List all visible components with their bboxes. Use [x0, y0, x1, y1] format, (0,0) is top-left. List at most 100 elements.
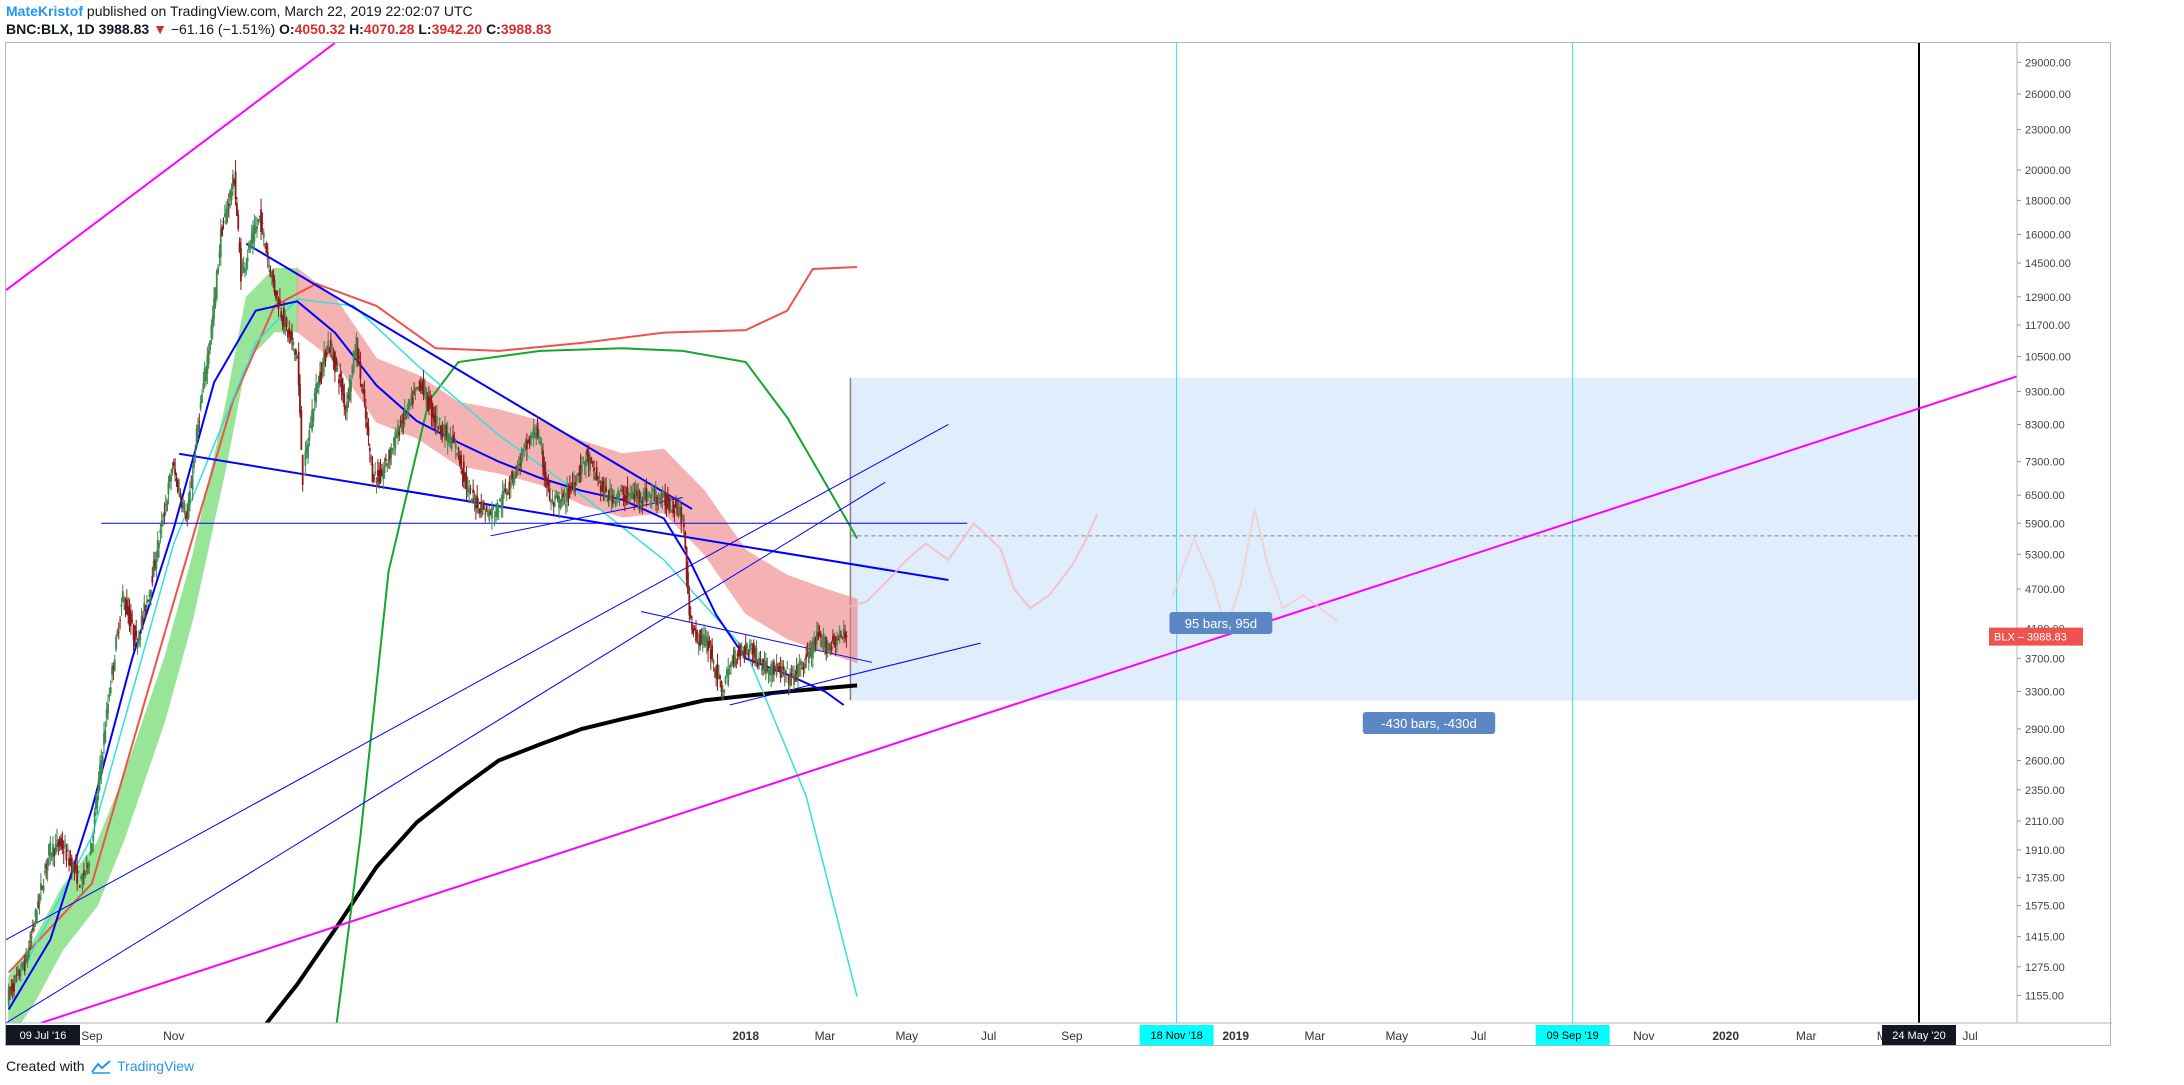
candle-body	[845, 634, 848, 638]
candle-body	[774, 669, 777, 671]
candle-body	[656, 496, 658, 506]
candle-body	[770, 664, 773, 676]
candle-body	[33, 924, 36, 928]
ichimoku-cloud-green	[8, 268, 298, 1023]
candle-body	[470, 498, 473, 504]
candle-body	[603, 485, 606, 498]
candle-body	[252, 228, 254, 244]
candle-body	[352, 351, 355, 373]
candle-body	[139, 634, 142, 641]
time-tick-label: 2019	[1222, 1029, 1249, 1043]
candle-body	[645, 487, 648, 501]
time-tick-label: May	[895, 1029, 918, 1043]
candle-body	[593, 467, 595, 472]
candle-body	[583, 460, 586, 465]
candle-body	[409, 402, 411, 405]
candle-body	[723, 689, 726, 693]
candle-body	[205, 370, 207, 382]
candle-body	[766, 668, 769, 671]
price-tick-label: 1155.00	[2025, 990, 2064, 1002]
candle-body	[630, 493, 633, 499]
candle-body	[423, 385, 426, 390]
author-link[interactable]: MateKristof	[6, 3, 84, 19]
candle-body	[668, 497, 671, 511]
candle-body	[523, 445, 526, 447]
candle-body	[709, 649, 712, 660]
candle-body	[492, 507, 495, 509]
candle-body	[419, 382, 422, 391]
candle-body	[472, 489, 475, 493]
candle-body	[219, 228, 222, 257]
candle-body	[135, 630, 138, 637]
candle-body	[840, 635, 842, 637]
candle-body	[86, 864, 89, 868]
candle-body	[539, 440, 542, 444]
candle-body	[393, 437, 395, 446]
candle-body	[803, 663, 806, 669]
candle-body	[291, 331, 293, 341]
candle-body	[546, 482, 548, 487]
candle-body	[213, 298, 215, 319]
price-tick-label: 2110.00	[2025, 816, 2064, 828]
candle-body	[822, 636, 825, 645]
trendline-0	[6, 43, 336, 291]
candle-body	[84, 871, 87, 877]
candle-body	[520, 452, 523, 464]
candle-body	[606, 498, 609, 503]
candle-body	[841, 636, 844, 639]
ichimoku-cloud-red	[296, 267, 858, 664]
candle-body	[503, 491, 505, 493]
candle-body	[217, 267, 220, 274]
candle-body	[355, 337, 358, 356]
candle-body	[712, 660, 715, 664]
candle-body	[107, 703, 109, 714]
candle-body	[348, 379, 351, 401]
candle-body	[209, 340, 211, 351]
candle-body	[708, 640, 711, 645]
chart-pane[interactable]: 95 bars, 95d -430 bars, -430d 29000.00 2600…	[5, 42, 2112, 1047]
candle-body	[838, 630, 841, 639]
candle-body	[724, 676, 727, 684]
price-tick-label: 3700.00	[2025, 653, 2065, 665]
price-tick-label: 1575.00	[2025, 901, 2065, 913]
candle-body	[360, 384, 363, 387]
candle-body	[92, 835, 95, 842]
date-tag: 09 Sep '19	[1547, 1030, 1599, 1042]
candle-body	[362, 389, 364, 394]
chart-canvas[interactable]: 95 bars, 95d -430 bars, -430d 29000.00 2600…	[6, 43, 2112, 1047]
candle-body	[721, 694, 724, 697]
tradingview-brand[interactable]: TradingView	[117, 1058, 195, 1074]
candle-body	[640, 500, 642, 502]
price-tick-label: 8300.00	[2025, 419, 2065, 431]
candle-body	[112, 665, 115, 670]
candle-body	[817, 632, 820, 640]
candle-body	[576, 473, 579, 476]
candle-body	[277, 304, 280, 310]
candle-body	[115, 636, 117, 650]
candle-body	[680, 506, 683, 525]
candle-body	[571, 483, 574, 485]
candle-body	[716, 664, 719, 680]
candle-body	[508, 481, 511, 490]
candle-body	[509, 485, 512, 488]
candle-body	[679, 509, 681, 512]
candle-body	[559, 499, 562, 508]
candle-body	[574, 482, 577, 487]
candle-body	[652, 489, 654, 492]
price-tick-label: 7300.00	[2025, 457, 2065, 469]
candle-body	[359, 361, 362, 379]
candle-body	[444, 424, 446, 440]
candle-body	[389, 449, 391, 460]
candle-body	[512, 478, 515, 484]
candle-body	[335, 357, 338, 366]
candle-body	[738, 648, 740, 656]
candle-body	[152, 560, 155, 577]
candle-body	[771, 667, 774, 674]
down-arrow-icon: ▼	[153, 21, 167, 37]
price-tick-label: 26000.00	[2025, 89, 2071, 101]
candle-body	[432, 406, 434, 418]
candle-body	[575, 484, 578, 486]
candle-body	[308, 430, 311, 441]
candle-body	[85, 856, 88, 865]
candle-body	[644, 490, 646, 502]
